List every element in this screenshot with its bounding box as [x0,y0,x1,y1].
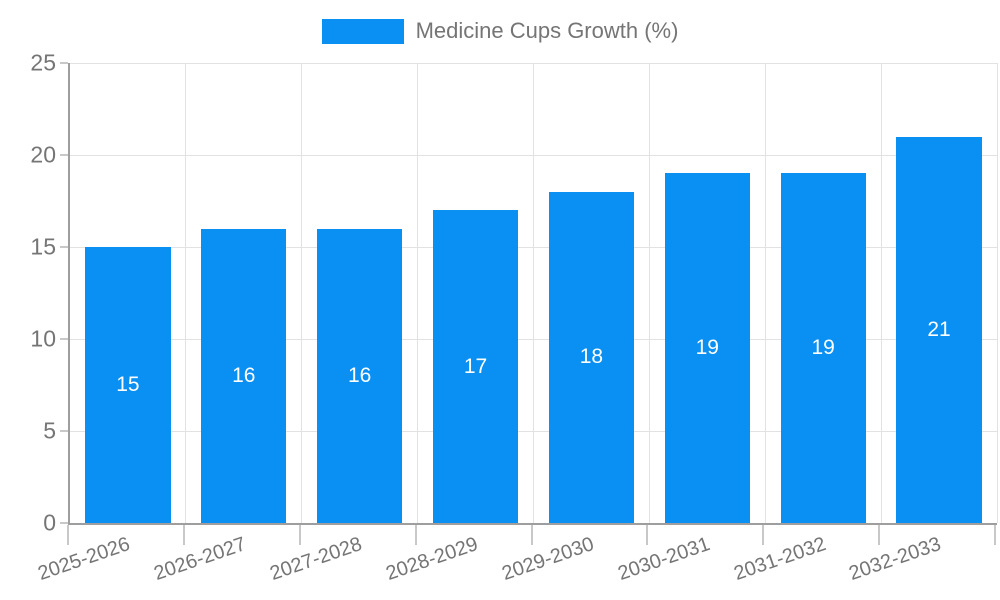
x-tick-label: 2028-2029 [383,533,481,585]
x-tick-label: 2031-2032 [730,533,829,585]
y-tick [60,430,68,432]
v-gridline [533,63,534,523]
y-tick-label: 25 [30,49,56,76]
bar-value-label: 15 [116,373,140,396]
x-tick [298,525,301,545]
bar-value-label: 18 [579,345,604,369]
bar: 18 [548,191,634,523]
x-tick [646,525,649,545]
v-gridline [996,63,998,523]
bar: 19 [664,173,750,523]
y-tick [60,246,68,248]
x-tick-label: 2032-2033 [846,533,945,585]
bar: 16 [317,228,403,523]
bar: 17 [432,210,519,523]
bar-value-label: 19 [695,336,719,360]
x-tick [762,525,765,545]
x-tick [878,525,881,545]
bar-value-label: 19 [811,336,835,360]
plot-area: 15 16 16 17 18 19 19 21 [68,62,998,525]
y-tick-label: 20 [30,141,56,168]
bar-value-label: 21 [927,317,951,341]
chart-legend: Medicine Cups Growth (%) [0,18,1000,44]
y-tick [60,338,68,340]
x-tick-label: 2029-2030 [498,533,597,585]
legend-label: Medicine Cups Growth (%) [415,18,679,43]
bar-value-label: 16 [232,363,256,387]
bar: 19 [780,173,866,523]
y-tick-label: 5 [43,417,56,444]
v-gridline [764,63,766,523]
bar-value-label: 16 [347,363,372,387]
x-tick [182,525,185,545]
v-gridline [185,63,187,523]
bar-value-label: 17 [463,354,488,378]
v-gridline [880,63,882,523]
y-tick-label: 15 [30,233,56,260]
y-tick [60,154,68,156]
y-tick-label: 0 [43,509,56,536]
v-gridline [648,63,650,523]
x-tick [67,525,69,545]
bar: 16 [201,228,287,523]
x-tick-label: 2027-2028 [267,533,365,585]
x-tick [994,525,996,545]
legend-swatch [321,18,404,44]
v-gridline [301,63,303,523]
y-tick [60,522,68,524]
bar: 15 [85,247,171,523]
v-gridline [417,63,419,523]
x-tick-label: 2026-2027 [151,533,249,585]
x-tick-label: 2025-2026 [35,533,134,585]
x-tick [530,525,533,545]
x-tick-label: 2030-2031 [614,533,713,585]
y-tick-label: 10 [30,325,56,352]
x-tick [414,525,417,545]
bar: 21 [896,136,982,523]
y-tick [60,62,68,64]
